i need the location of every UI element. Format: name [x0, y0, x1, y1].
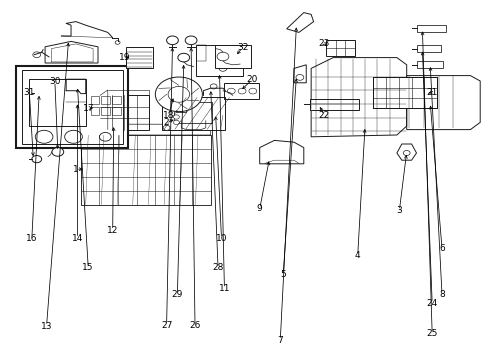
Text: 4: 4: [355, 251, 361, 260]
Text: 5: 5: [280, 270, 286, 279]
Bar: [196, 45, 243, 76]
Bar: [416, 45, 441, 52]
Circle shape: [403, 150, 410, 156]
Circle shape: [173, 115, 179, 119]
Bar: [112, 107, 121, 115]
Bar: [416, 61, 443, 68]
Text: 32: 32: [237, 43, 248, 52]
Text: 7: 7: [277, 336, 283, 345]
Circle shape: [178, 53, 190, 62]
Bar: [416, 25, 446, 32]
Bar: [310, 99, 359, 110]
Text: 1: 1: [73, 165, 79, 174]
Text: 27: 27: [161, 321, 172, 330]
Circle shape: [167, 36, 178, 45]
Text: 20: 20: [246, 76, 258, 85]
Bar: [91, 96, 99, 104]
Text: 10: 10: [216, 234, 227, 243]
Circle shape: [249, 88, 257, 94]
Text: 19: 19: [119, 53, 131, 62]
Bar: [81, 135, 211, 205]
Bar: [16, 66, 128, 148]
Circle shape: [185, 36, 197, 45]
Text: 24: 24: [427, 299, 438, 307]
Circle shape: [296, 75, 304, 80]
Circle shape: [210, 84, 217, 89]
Text: 21: 21: [426, 88, 438, 97]
Bar: [112, 96, 121, 104]
Circle shape: [35, 130, 53, 143]
Circle shape: [115, 41, 120, 44]
Text: 14: 14: [72, 234, 83, 243]
Text: 28: 28: [212, 264, 224, 272]
Bar: [373, 77, 437, 108]
Bar: [101, 96, 110, 104]
Bar: [66, 95, 86, 108]
Bar: [126, 47, 153, 68]
Text: 18: 18: [163, 111, 175, 120]
Bar: [174, 102, 212, 123]
Text: 22: 22: [319, 111, 330, 120]
Circle shape: [217, 52, 229, 61]
Circle shape: [32, 156, 42, 163]
Circle shape: [34, 89, 44, 96]
Circle shape: [227, 88, 235, 94]
Circle shape: [168, 86, 190, 102]
Text: 9: 9: [257, 204, 263, 213]
Text: 15: 15: [82, 263, 94, 271]
Text: 6: 6: [439, 244, 445, 253]
Text: 12: 12: [107, 226, 119, 235]
Text: 16: 16: [26, 234, 38, 243]
Circle shape: [52, 148, 64, 156]
Bar: [162, 97, 225, 130]
Bar: [91, 107, 99, 115]
Text: 11: 11: [219, 284, 230, 293]
Text: 25: 25: [426, 329, 438, 338]
Text: 17: 17: [83, 104, 95, 112]
Text: 30: 30: [49, 77, 61, 86]
Text: 2: 2: [164, 118, 170, 127]
Circle shape: [72, 82, 78, 87]
Circle shape: [65, 130, 82, 143]
Text: 29: 29: [172, 290, 183, 299]
Text: 31: 31: [24, 88, 35, 97]
Circle shape: [238, 88, 246, 94]
Circle shape: [33, 52, 41, 58]
Circle shape: [173, 120, 179, 125]
Bar: [101, 107, 110, 115]
Circle shape: [99, 132, 111, 141]
Circle shape: [219, 66, 227, 71]
Text: 8: 8: [439, 289, 445, 299]
Bar: [100, 95, 149, 130]
Text: 13: 13: [41, 322, 52, 330]
Bar: [215, 45, 251, 68]
Text: 26: 26: [189, 321, 201, 330]
Bar: [326, 40, 355, 56]
Circle shape: [163, 125, 170, 130]
Circle shape: [155, 77, 202, 112]
Bar: [29, 79, 86, 126]
Text: 23: 23: [318, 40, 330, 49]
Text: 3: 3: [396, 206, 402, 215]
Bar: [22, 70, 122, 144]
